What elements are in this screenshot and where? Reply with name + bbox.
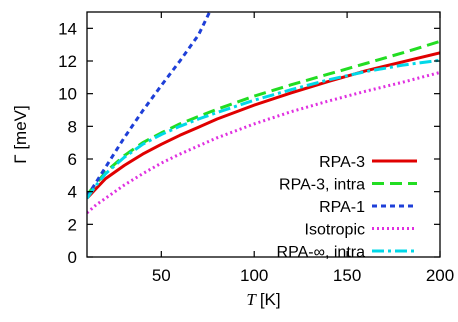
y-tick-label: 0 [68, 248, 77, 267]
y-tick-label: 6 [68, 150, 77, 169]
y-tick-label: 14 [58, 19, 77, 38]
plot-frame [87, 12, 440, 257]
series-line-4 [87, 60, 440, 198]
y-tick-label: 2 [68, 215, 77, 234]
series-line-0 [87, 53, 440, 198]
x-tick-label: 100 [240, 266, 268, 285]
y-tick-label: 10 [58, 85, 77, 104]
y-tick-label: 12 [58, 52, 77, 71]
legend: RPA-3 RPA-3, intra RPA-1 Isotropic RPA-∞, in… [277, 154, 417, 261]
x-tick-label: 50 [152, 266, 171, 285]
x-tick-label: 150 [333, 266, 361, 285]
legend-label-1: RPA-3, intra [279, 177, 365, 194]
legend-label-4: RPA-∞, intra [277, 244, 366, 261]
legend-label-2: RPA-1 [319, 199, 365, 216]
y-tick-label: 4 [68, 183, 77, 202]
y-tick-label: 8 [68, 117, 77, 136]
series-layer [87, 12, 440, 213]
y-axis-label: Γ [meV] [11, 105, 30, 164]
x-axis-variable: T [246, 290, 257, 309]
x-tick-label: 200 [426, 266, 454, 285]
x-axis-label: T [K] [246, 290, 280, 309]
legend-label-3: Isotropic [305, 222, 365, 239]
x-axis-unit: [K] [260, 290, 281, 309]
legend-label-0: RPA-3 [319, 154, 365, 171]
